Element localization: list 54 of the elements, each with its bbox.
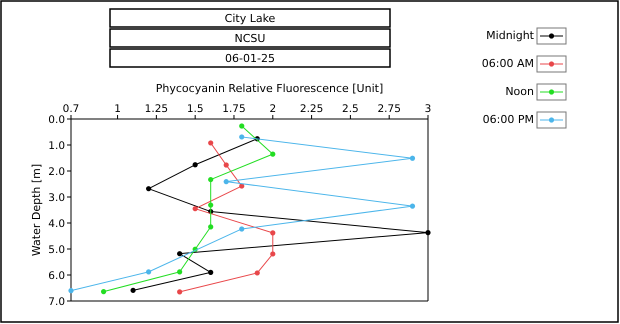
point [208, 202, 214, 208]
point [177, 251, 182, 256]
legend-label: Noon [505, 85, 534, 98]
point [130, 288, 136, 293]
x-tick-label: 1 [114, 103, 121, 115]
point [254, 270, 260, 276]
point [239, 226, 244, 232]
y-tick-label: 5.0 [48, 244, 65, 256]
point [425, 230, 431, 236]
x-tick-label: 3 [424, 103, 432, 115]
point [208, 224, 214, 230]
y-tick-label: 1.0 [48, 140, 65, 152]
point [146, 269, 152, 274]
point [192, 162, 198, 168]
point [146, 186, 152, 192]
legend-label: 06:00 AM [482, 57, 534, 70]
point [270, 251, 276, 257]
y-tick-label: 6.0 [48, 270, 65, 282]
y-tick-label: 7.0 [48, 296, 65, 308]
x-tick-label: 0.7 [62, 103, 80, 115]
x-tick-label: 2.5 [342, 103, 359, 115]
point [177, 289, 182, 294]
point [208, 140, 214, 146]
legend-label: Midnight [486, 29, 535, 42]
y-axis-title: Water Depth [m] [30, 164, 43, 256]
point [224, 179, 229, 184]
x-axis-title: Phycocyanin Relative Fluorescence [Unit] [156, 82, 384, 95]
point [410, 156, 416, 161]
legend-label: 06:00 PM [482, 113, 534, 126]
x-tick-label: 1.25 [144, 103, 168, 115]
point [192, 206, 198, 212]
chart-title: City Lake [224, 12, 276, 25]
point [239, 134, 244, 140]
x-tick-label: 2.75 [378, 103, 401, 115]
point [270, 152, 276, 157]
point [270, 230, 276, 236]
point [208, 176, 214, 182]
point [410, 204, 416, 209]
point [68, 288, 74, 294]
text: 06-01-25 [225, 52, 275, 65]
y-tick-label: 4.0 [48, 218, 65, 230]
point [239, 123, 244, 129]
x-tick-label: 1.5 [186, 103, 204, 115]
point [100, 289, 106, 294]
y-tick-label: 2.0 [48, 166, 65, 178]
point [208, 270, 214, 275]
y-tick-label: 3.0 [48, 192, 65, 204]
y-tick-label: 0.0 [48, 114, 65, 126]
point [177, 269, 182, 274]
point [224, 162, 229, 168]
chart-subtitle: NCSU [234, 32, 266, 45]
x-tick-label: 1.75 [222, 103, 246, 115]
x-tick-label: 2.25 [300, 103, 324, 115]
x-tick-label: 2 [269, 103, 276, 115]
